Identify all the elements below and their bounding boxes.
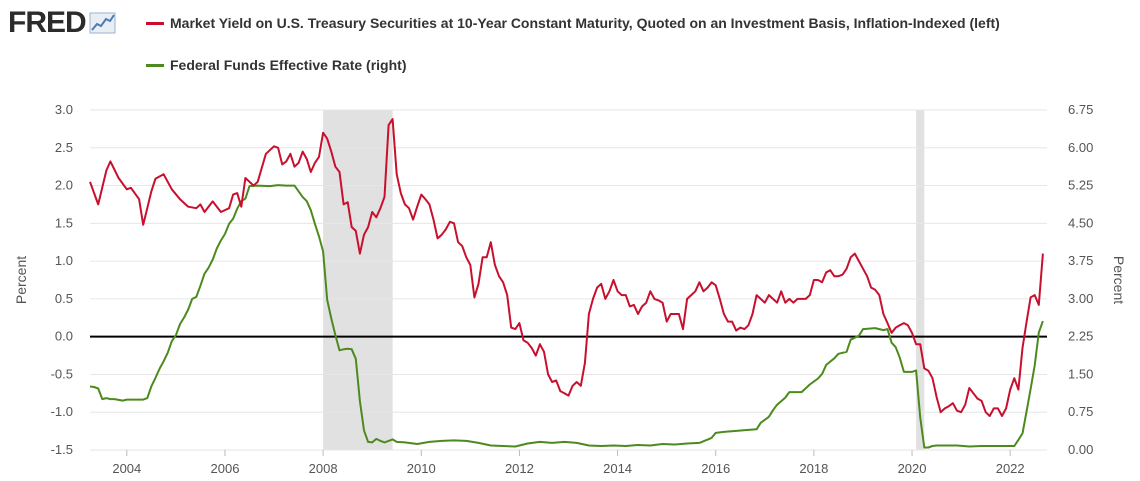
right-tick-label: 3.75 [1068,253,1093,268]
logo-text: FRED [8,6,87,39]
left-axis-ticks: 3.0 2.5 2.0 1.5 1.0 0.5 0.0 -0.5 -1.0 -1.5 [51,102,73,457]
legend-item-fedfunds[interactable]: Federal Funds Effective Rate (right) [146,56,1006,74]
right-tick-label: 0.00 [1068,442,1093,457]
x-tick-label: 2014 [603,461,632,476]
x-tick-label: 2020 [898,461,927,476]
legend-item-tips[interactable]: Market Yield on U.S. Treasury Securities… [146,14,1006,32]
left-tick-label: 1.0 [55,253,73,268]
x-tick-label: 2004 [112,461,141,476]
right-tick-label: 4.50 [1068,215,1093,230]
chart-legend: Market Yield on U.S. Treasury Securities… [146,14,1006,74]
x-tick-label: 2018 [799,461,828,476]
x-tick-label: 2016 [701,461,730,476]
legend-label-fedfunds: Federal Funds Effective Rate (right) [170,57,407,73]
x-tick-label: 2006 [211,461,240,476]
series-line-fedfunds [89,184,1044,449]
fred-logo[interactable]: FRED [8,8,117,38]
left-tick-label: 2.5 [55,140,73,155]
right-tick-label: 2.25 [1068,329,1093,344]
right-tick-label: 6.75 [1068,102,1093,117]
right-tick-label: 1.50 [1068,366,1093,381]
legend-swatch-fedfunds [146,64,164,67]
x-axis-ticks: 2004 2006 2008 2010 2012 2014 2016 2018 2020 2022 [112,450,1025,476]
left-tick-label: -1.5 [51,442,73,457]
left-tick-label: 0.0 [55,329,73,344]
right-tick-label: 0.75 [1068,404,1093,419]
recession-band-1 [916,110,925,450]
fred-chart-icon [89,12,116,34]
left-tick-label: 2.0 [55,178,73,193]
left-axis-title: Percent [13,256,29,304]
left-tick-label: 1.5 [55,215,73,230]
legend-swatch-tips [146,22,164,25]
x-tick-label: 2008 [309,461,338,476]
x-tick-label: 2010 [407,461,436,476]
x-tick-label: 2022 [996,461,1025,476]
right-axis-ticks: 6.75 6.00 5.25 4.50 3.75 3.00 2.25 1.50 0.75 0.00 [1068,102,1093,457]
x-tick-label: 2012 [505,461,534,476]
gridlines [90,109,1047,451]
left-tick-label: -0.5 [51,366,73,381]
right-tick-label: 6.00 [1068,140,1093,155]
series-line-tips [89,118,1044,417]
left-tick-label: 3.0 [55,102,73,117]
legend-label-tips: Market Yield on U.S. Treasury Securities… [170,15,1000,31]
right-tick-label: 3.00 [1068,291,1093,306]
right-axis-title: Percent [1111,256,1127,304]
recession-bands [323,110,925,450]
left-tick-label: -1.0 [51,404,73,419]
right-tick-label: 5.25 [1068,178,1093,193]
left-tick-label: 0.5 [55,291,73,306]
